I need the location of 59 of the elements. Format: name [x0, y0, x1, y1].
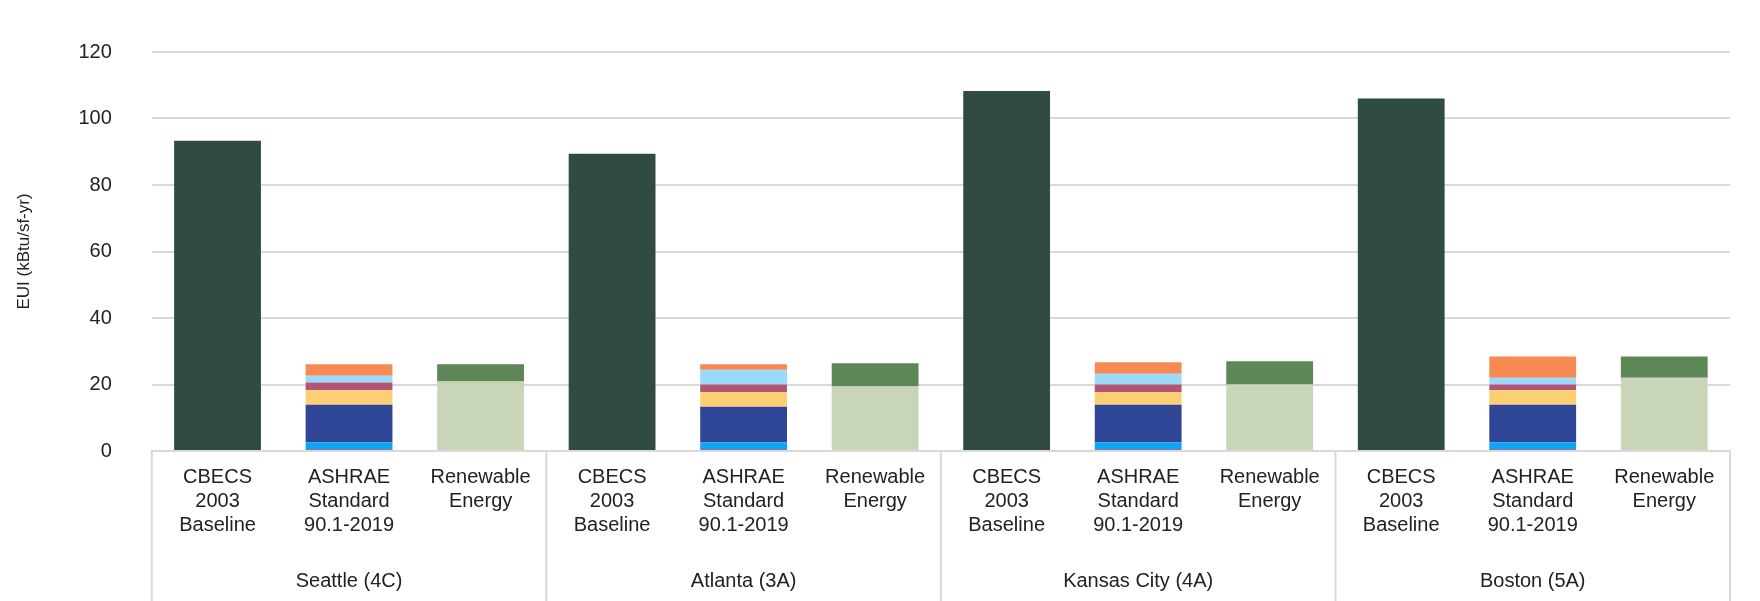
- x-tick-label: Renewable Energy: [1219, 464, 1320, 511]
- bar: [1226, 384, 1314, 450]
- x-tick-label: CBECS 2003 Baseline: [179, 464, 256, 535]
- bar: [1489, 377, 1577, 385]
- x-tick-label: Renewable Energy: [430, 464, 531, 511]
- bar: [305, 375, 393, 383]
- bar: [1094, 404, 1182, 443]
- bar: [700, 442, 788, 450]
- text: Seattle (4C): [295, 568, 403, 591]
- bar: [1489, 404, 1577, 443]
- y-tick-label: 100: [78, 106, 112, 129]
- bar: [700, 406, 788, 443]
- bar: [1094, 442, 1182, 450]
- y-tick-label: 60: [89, 239, 112, 262]
- bar: [1357, 98, 1445, 450]
- text: Kansas City (4A): [1063, 568, 1214, 591]
- bar: [1094, 373, 1182, 385]
- bar: [831, 386, 919, 450]
- x-tick-label: ASHRAE Standard 90.1-2019: [698, 464, 789, 535]
- x-tick-label: Renewable Energy: [1614, 464, 1715, 511]
- x-tick-label: ASHRAE Standard 90.1-2019: [304, 464, 395, 535]
- bar: [1620, 377, 1708, 450]
- bar: [174, 140, 261, 450]
- bar: [963, 90, 1051, 450]
- y-tick-label: 80: [89, 172, 112, 195]
- y-tick-label: 120: [78, 39, 112, 62]
- bar: [305, 442, 393, 450]
- bar: [1226, 361, 1314, 385]
- x-tick-label: ASHRAE Standard 90.1-2019: [1093, 464, 1184, 535]
- y-tick-label: 40: [89, 305, 112, 328]
- y-axis-title: EUI (kBtu/sf-yr): [13, 193, 33, 310]
- x-tick-label: ASHRAE Standard 90.1-2019: [1487, 464, 1578, 535]
- bar: [700, 364, 788, 370]
- x-tick-label: CBECS 2003 Baseline: [968, 464, 1045, 535]
- bar: [700, 392, 788, 407]
- bar: [1620, 356, 1708, 378]
- bar: [1489, 390, 1577, 405]
- bar: [305, 404, 393, 443]
- x-tick-label: CBECS 2003 Baseline: [573, 464, 651, 535]
- bar: [568, 153, 656, 450]
- bar: [1094, 362, 1182, 374]
- bar: [305, 390, 393, 405]
- bar: [437, 381, 524, 450]
- bar: [1094, 392, 1182, 405]
- bar: [1489, 442, 1577, 450]
- bar: [437, 364, 524, 382]
- bar: [305, 382, 393, 391]
- bar: [700, 369, 788, 385]
- x-tick-label: Renewable Energy: [825, 464, 926, 511]
- bar: [831, 363, 919, 387]
- y-tick-label: 20: [89, 372, 112, 395]
- text: Boston (5A): [1479, 568, 1586, 591]
- y-tick-label: 0: [100, 438, 112, 461]
- bar: [305, 364, 393, 376]
- bar: [700, 384, 788, 393]
- text: Atlanta (3A): [690, 568, 797, 591]
- x-tick-label: CBECS 2003 Baseline: [1362, 464, 1440, 535]
- bar: [1489, 356, 1577, 378]
- bar: [1094, 384, 1182, 393]
